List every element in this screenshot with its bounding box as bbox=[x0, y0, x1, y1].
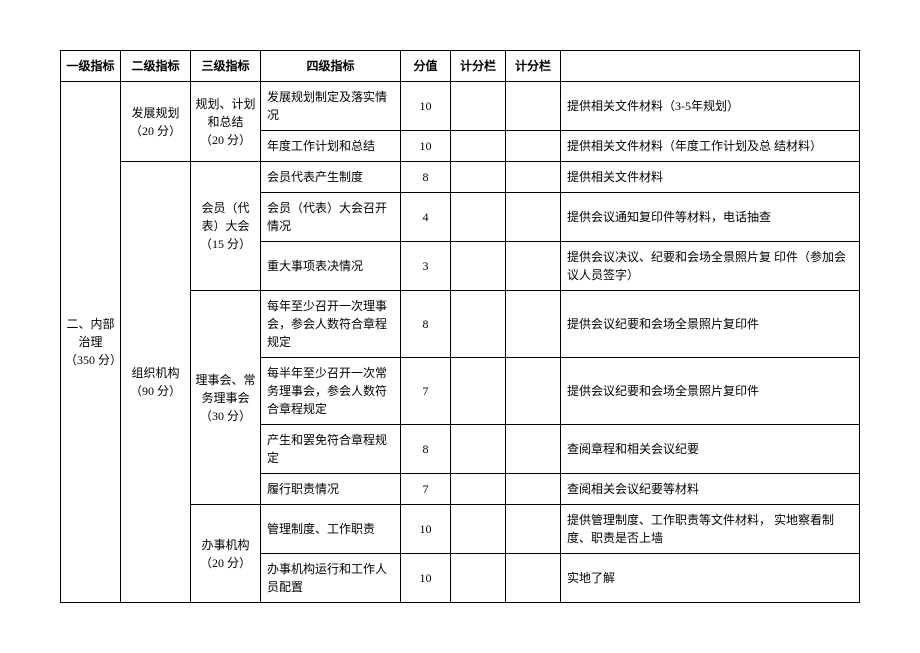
cell-note: 提供会议决议、纪要和会场全景照片复 印件（参加会议人员签字） bbox=[561, 242, 860, 291]
cell-scoring1 bbox=[451, 358, 506, 425]
cell-level3-council: 理事会、常务理事会 （30 分） bbox=[191, 291, 261, 505]
cell-l4: 管理制度、工作职责 bbox=[261, 505, 401, 554]
cell-scoring2 bbox=[506, 162, 561, 193]
cell-score: 8 bbox=[401, 162, 451, 193]
cell-score: 10 bbox=[401, 505, 451, 554]
cell-scoring2 bbox=[506, 505, 561, 554]
cell-score: 8 bbox=[401, 425, 451, 474]
cell-scoring2 bbox=[506, 193, 561, 242]
cell-l4: 会员（代表）大会召开 情况 bbox=[261, 193, 401, 242]
table-row: 组织机构 （90 分） 会员（代表）大会 （15 分） 会员代表产生制度 8 提… bbox=[61, 162, 860, 193]
evaluation-table: 一级指标 二级指标 三级指标 四级指标 分值 计分栏 计分栏 二、内部治理 （3… bbox=[60, 50, 860, 603]
cell-note: 提供会议纪要和会场全景照片复印件 bbox=[561, 291, 860, 358]
cell-scoring2 bbox=[506, 82, 561, 131]
cell-l4: 会员代表产生制度 bbox=[261, 162, 401, 193]
cell-level2-plan: 发展规划 （20 分） bbox=[121, 82, 191, 162]
header-note bbox=[561, 51, 860, 82]
cell-scoring1 bbox=[451, 554, 506, 603]
cell-scoring2 bbox=[506, 242, 561, 291]
cell-note: 提供相关文件材料（年度工作计划及总 结材料） bbox=[561, 131, 860, 162]
header-score: 分值 bbox=[401, 51, 451, 82]
cell-scoring1 bbox=[451, 131, 506, 162]
header-level1: 一级指标 bbox=[61, 51, 121, 82]
cell-note: 查阅相关会议纪要等材料 bbox=[561, 474, 860, 505]
cell-scoring1 bbox=[451, 242, 506, 291]
cell-score: 7 bbox=[401, 358, 451, 425]
cell-note: 提供会议纪要和会场全景照片复印件 bbox=[561, 358, 860, 425]
cell-scoring1 bbox=[451, 193, 506, 242]
cell-l4: 重大事项表决情况 bbox=[261, 242, 401, 291]
cell-score: 10 bbox=[401, 82, 451, 131]
header-level3: 三级指标 bbox=[191, 51, 261, 82]
cell-score: 10 bbox=[401, 554, 451, 603]
cell-l4: 履行职责情况 bbox=[261, 474, 401, 505]
cell-note: 查阅章程和相关会议纪要 bbox=[561, 425, 860, 474]
header-scoring1: 计分栏 bbox=[451, 51, 506, 82]
cell-note: 提供管理制度、工作职责等文件材料， 实地察看制度、职责是否上墙 bbox=[561, 505, 860, 554]
table-row: 二、内部治理 （350 分） 发展规划 （20 分） 规划、计划和总结 （20 … bbox=[61, 82, 860, 131]
cell-level3-plan: 规划、计划和总结 （20 分） bbox=[191, 82, 261, 162]
cell-score: 4 bbox=[401, 193, 451, 242]
header-scoring2: 计分栏 bbox=[506, 51, 561, 82]
header-row: 一级指标 二级指标 三级指标 四级指标 分值 计分栏 计分栏 bbox=[61, 51, 860, 82]
cell-l4: 发展规划制定及落实情 况 bbox=[261, 82, 401, 131]
cell-scoring1 bbox=[451, 474, 506, 505]
cell-l4: 每年至少召开一次理事 会，参会人数符合章程 规定 bbox=[261, 291, 401, 358]
cell-note: 实地了解 bbox=[561, 554, 860, 603]
cell-score: 7 bbox=[401, 474, 451, 505]
cell-l4: 办事机构运行和工作人 员配置 bbox=[261, 554, 401, 603]
header-level2: 二级指标 bbox=[121, 51, 191, 82]
cell-level2-org: 组织机构 （90 分） bbox=[121, 162, 191, 603]
cell-score: 3 bbox=[401, 242, 451, 291]
cell-l4: 产生和罢免符合章程规 定 bbox=[261, 425, 401, 474]
cell-scoring1 bbox=[451, 162, 506, 193]
cell-scoring2 bbox=[506, 358, 561, 425]
header-level4: 四级指标 bbox=[261, 51, 401, 82]
cell-note: 提供相关文件材料 bbox=[561, 162, 860, 193]
cell-score: 10 bbox=[401, 131, 451, 162]
cell-scoring1 bbox=[451, 505, 506, 554]
cell-scoring1 bbox=[451, 291, 506, 358]
cell-scoring1 bbox=[451, 82, 506, 131]
cell-scoring1 bbox=[451, 425, 506, 474]
cell-score: 8 bbox=[401, 291, 451, 358]
cell-scoring2 bbox=[506, 474, 561, 505]
cell-scoring2 bbox=[506, 131, 561, 162]
cell-level1: 二、内部治理 （350 分） bbox=[61, 82, 121, 603]
cell-l4: 每半年至少召开一次常 务理事会，参会人数符 合章程规定 bbox=[261, 358, 401, 425]
cell-level3-office: 办事机构 （20 分） bbox=[191, 505, 261, 603]
cell-note: 提供会议通知复印件等材料，电话抽查 bbox=[561, 193, 860, 242]
cell-l4: 年度工作计划和总结 bbox=[261, 131, 401, 162]
cell-scoring2 bbox=[506, 291, 561, 358]
cell-note: 提供相关文件材料（3-5年规划） bbox=[561, 82, 860, 131]
cell-level3-member: 会员（代表）大会 （15 分） bbox=[191, 162, 261, 291]
cell-scoring2 bbox=[506, 425, 561, 474]
cell-scoring2 bbox=[506, 554, 561, 603]
